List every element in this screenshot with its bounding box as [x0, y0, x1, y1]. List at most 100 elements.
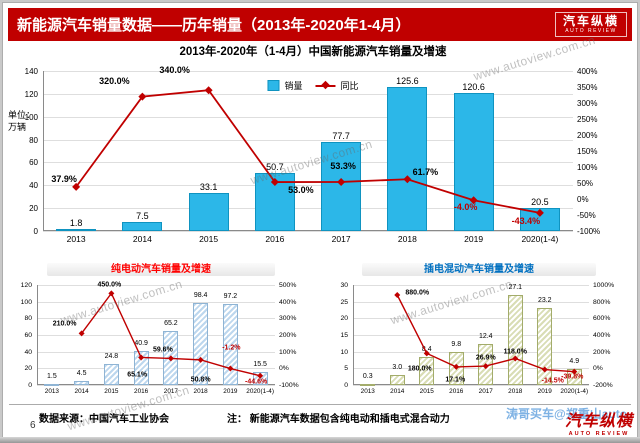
legend-bar-swatch: [267, 80, 280, 91]
line-marker-diamond: [197, 356, 204, 363]
grid-line: [353, 301, 589, 303]
grid-line: [43, 139, 573, 141]
x-axis-label: 2013: [44, 388, 59, 395]
bar-value-label: 15.5: [253, 361, 267, 369]
y2-axis-tick-label: 400%: [593, 332, 611, 339]
x-axis-label: 2017: [163, 388, 178, 395]
bar-value-label: 20.5: [531, 196, 549, 207]
line-marker-diamond: [469, 196, 478, 205]
bar: [389, 375, 405, 385]
bar-value-label: 24.8: [104, 353, 119, 361]
y2-axis-tick-label: -100%: [279, 382, 299, 389]
growth-value-label: -39.8%: [561, 373, 584, 381]
x-axis-label: 2015: [419, 388, 434, 395]
legend-label-yoy: 同比: [340, 81, 359, 91]
grid-line: [37, 351, 275, 353]
line-marker-diamond: [227, 365, 234, 372]
line-marker-diamond: [423, 350, 430, 357]
y2-axis-tick-label: 100%: [577, 163, 598, 172]
y2-axis-tick-label: 500%: [279, 282, 297, 289]
growth-value-label: -4.0%: [453, 202, 478, 213]
growth-value-label: 880.0%: [405, 289, 430, 297]
line-marker-diamond: [512, 355, 519, 362]
growth-value-label: 59.6%: [152, 346, 173, 354]
x-axis-label: 2020(1-4): [560, 388, 589, 395]
data-source-note: 数据来源：中国汽车工业协会: [39, 414, 169, 425]
x-axis-label: 2017: [478, 388, 493, 395]
grid-line: [37, 301, 275, 303]
x-axis-label: 2018: [193, 388, 208, 395]
y2-axis-tick-label: 150%: [577, 147, 598, 156]
bar: [74, 381, 90, 385]
bar-value-label: 12.4: [478, 332, 493, 340]
bar-value-label: 97.2: [223, 293, 238, 300]
x-axis-label: 2020(1-4): [246, 388, 274, 395]
y2-axis-tick-label: 100%: [279, 348, 297, 356]
bar: [387, 87, 428, 231]
bar-value-label: 65.2: [164, 319, 178, 327]
y-axis-tick-label: 30: [340, 282, 348, 289]
y2-axis-tick-label: 800%: [593, 298, 611, 306]
bar-value-label: 40.9: [134, 339, 148, 347]
bar: [56, 228, 97, 231]
brand-logo-en: AUTO REVIEW: [565, 28, 617, 34]
chart-title-nev-total: 2013年-2020年（1-4月）中国新能源汽车销量及增速: [179, 46, 447, 58]
y-axis-tick-label: 80: [29, 135, 38, 145]
y-axis-tick-label: 25: [340, 298, 348, 306]
line-marker-diamond: [571, 368, 578, 375]
x-axis-label: 2020(1-4): [521, 234, 559, 244]
y-axis-tick-label: 15: [340, 332, 348, 339]
line-marker-diamond: [270, 178, 279, 187]
bar-value-label: 27.1: [508, 283, 523, 291]
bar: [321, 142, 362, 231]
bar: [537, 307, 553, 385]
definition-note: 注： 新能源汽车数据包含纯电动和插电式混合动力: [227, 414, 450, 425]
growth-value-label: 26.9%: [475, 354, 496, 362]
line-marker-diamond: [167, 355, 174, 362]
bar-value-label: 120.6: [462, 82, 485, 93]
unit-label-line1: 单位：: [8, 110, 36, 120]
chart-title-bev: 纯电动汽车销量及增速: [47, 263, 275, 276]
y-axis-tick-label: 5: [344, 365, 348, 373]
slide-title: 新能源汽车销量数据——历年销量（2013年-2020年1-4月）: [17, 17, 411, 34]
y2-axis-tick-label: 400%: [577, 67, 598, 76]
growth-value-label: 340.0%: [159, 65, 190, 76]
bar-value-label: 1.8: [69, 217, 83, 228]
page-number: 6: [30, 420, 36, 431]
grid-line: [37, 318, 275, 320]
line-marker-diamond: [535, 208, 544, 217]
bar-value-label: 4.9: [569, 357, 580, 365]
y2-axis-tick-label: 0%: [279, 365, 289, 373]
x-axis-label: 2015: [104, 388, 119, 395]
line-marker-diamond: [78, 330, 85, 337]
x-axis-label: 2019: [464, 234, 484, 244]
line-marker-diamond: [72, 182, 81, 191]
grid-line: [43, 116, 573, 118]
growth-line: [72, 86, 544, 217]
x-axis-label: 2019: [223, 388, 238, 395]
plot-axes: [353, 285, 589, 385]
growth-line: [78, 290, 264, 379]
grid-line: [43, 93, 573, 95]
bottom-strip: [0, 437, 640, 443]
y2-axis-tick-label: 0%: [577, 195, 589, 204]
growth-value-label: 210.0%: [52, 320, 77, 328]
y-axis-tick-label: 60: [29, 158, 38, 168]
brand-logo-cn: 汽车纵横: [562, 14, 619, 28]
growth-value-label: -14.5%: [541, 377, 564, 385]
bar-value-label: 4.5: [76, 370, 87, 378]
x-axis-label: 2013: [66, 234, 86, 244]
bar: [519, 207, 560, 231]
chart-phev: 插电混动汽车销量及增速 30 25 20 15 10 5 0 1000% 800% 600% 400…: [325, 263, 633, 407]
y-axis-tick-label: 60: [24, 332, 32, 339]
y-axis-tick-label: 0: [33, 227, 38, 236]
x-axis-label: 2013: [360, 388, 375, 395]
y2-axis-tick-label: 200%: [593, 348, 611, 356]
bar-value-label: 50.7: [266, 162, 284, 173]
grid-line: [353, 318, 589, 320]
line-marker-diamond: [204, 86, 213, 95]
y-axis-tick-label: 0: [28, 382, 32, 389]
y2-axis-tick-label: 250%: [577, 115, 598, 124]
growth-value-label: 37.9%: [51, 173, 77, 184]
y2-axis-tick-label: 600%: [593, 315, 611, 323]
